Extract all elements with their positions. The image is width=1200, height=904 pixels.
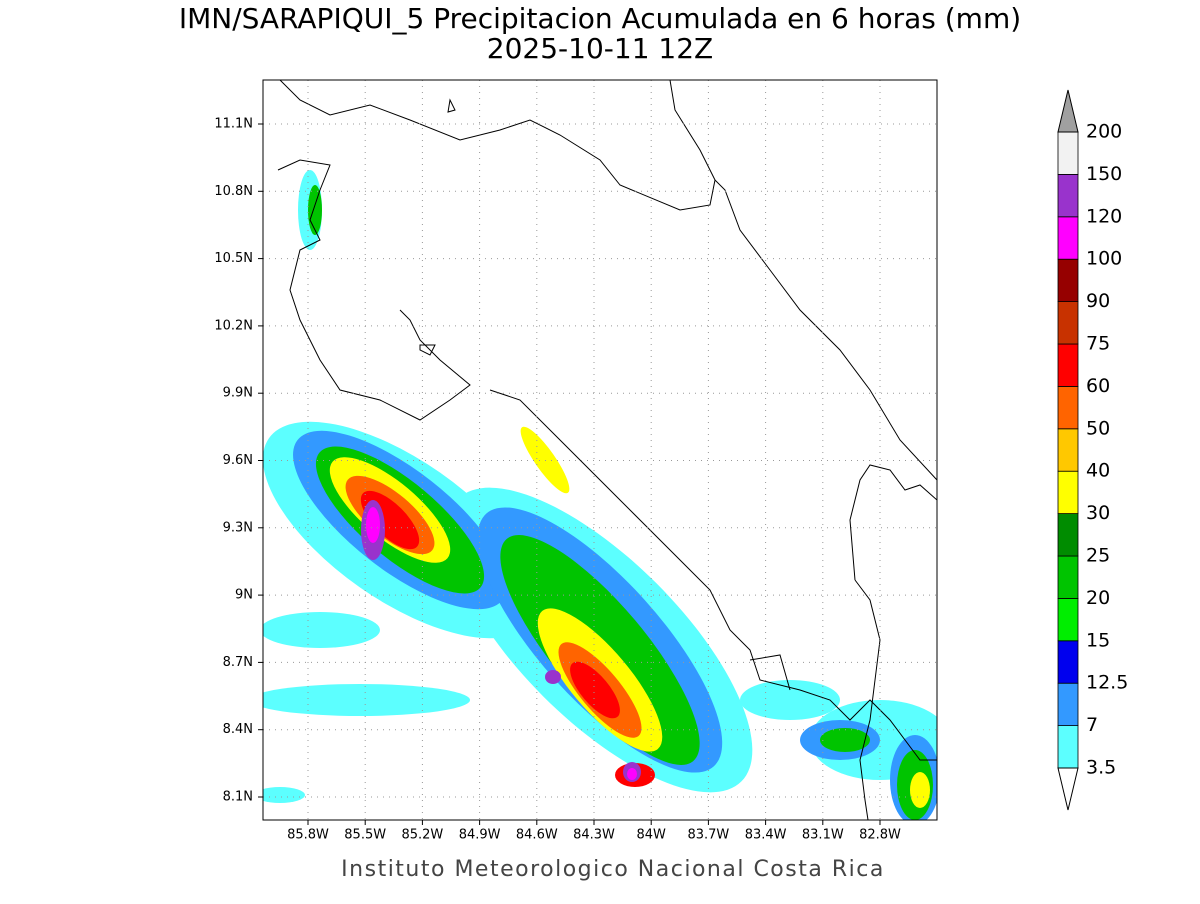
lon-label: 82.8W xyxy=(859,828,901,843)
lat-label: 11.1N xyxy=(214,117,253,132)
colorbar-label: 60 xyxy=(1086,375,1110,397)
lat-label: 9N xyxy=(235,588,253,603)
lat-label: 8.1N xyxy=(223,790,253,805)
subtitle: 2025-10-11 12Z xyxy=(487,32,713,65)
colorbar-label: 20 xyxy=(1086,587,1110,609)
colorbar-box xyxy=(1057,470,1079,515)
colorbar-box xyxy=(1057,725,1079,769)
colorbar-label: 100 xyxy=(1086,248,1122,270)
colorbar-label: 15 xyxy=(1086,629,1110,651)
lat-label: 9.9N xyxy=(223,386,253,401)
colorbar-label: 7 xyxy=(1086,714,1098,736)
lat-label: 10.5N xyxy=(214,251,253,266)
colorbar-box xyxy=(1057,513,1079,557)
lon-label: 84.3W xyxy=(573,828,615,843)
colorbar-box xyxy=(1057,173,1079,218)
lat-label: 9.6N xyxy=(223,453,253,468)
colorbar-below xyxy=(1057,767,1079,811)
colorbar-label: 75 xyxy=(1086,333,1110,355)
colorbar-box xyxy=(1057,555,1079,599)
credit: Instituto Meteorologico Nacional Costa R… xyxy=(341,857,885,882)
lat-label: 10.2N xyxy=(214,318,253,333)
grid xyxy=(263,80,937,820)
colorbar-label: 150 xyxy=(1086,163,1122,185)
colorbar-box xyxy=(1057,428,1079,472)
lon-label: 84.9W xyxy=(459,828,501,843)
lat-label: 8.4N xyxy=(223,722,253,737)
lon-label: 85.2W xyxy=(401,828,443,843)
colorbar-box xyxy=(1057,216,1079,260)
colorbar-label: 25 xyxy=(1086,545,1110,567)
coastline xyxy=(277,80,937,820)
colorbar-label: 3.5 xyxy=(1086,757,1116,779)
lon-label: 83.1W xyxy=(802,828,844,843)
lat-label: 9.3N xyxy=(223,520,253,535)
lon-label: 84.6W xyxy=(516,828,558,843)
lon-label: 83.4W xyxy=(745,828,787,843)
colorbar: 3.5 7 12.5 15 20 25 30 40 50 60 75 90 100 120 150 200 xyxy=(1057,89,1128,811)
lat-label: 10.8N xyxy=(214,184,253,199)
colorbar-label: 40 xyxy=(1086,460,1110,482)
colorbar-box xyxy=(1057,640,1079,684)
lat-label: 8.7N xyxy=(223,655,253,670)
colorbar-box xyxy=(1057,598,1079,642)
colorbar-box xyxy=(1057,385,1079,430)
colorbar-box xyxy=(1057,258,1079,303)
colorbar-box xyxy=(1057,343,1079,387)
colorbar-label: 120 xyxy=(1086,205,1122,227)
colorbar-label: 50 xyxy=(1086,417,1110,439)
colorbar-box xyxy=(1057,682,1079,727)
precipitation-field xyxy=(263,170,937,820)
lon-label: 84W xyxy=(636,828,666,843)
colorbar-box xyxy=(1057,301,1079,345)
colorbar-label: 90 xyxy=(1086,290,1110,312)
lon-label: 83.7W xyxy=(687,828,729,843)
colorbar-label: 30 xyxy=(1086,502,1110,524)
map-area xyxy=(263,80,937,820)
colorbar-label: 200 xyxy=(1086,121,1122,143)
axes: 8.1N 8.4N 8.7N 9N 9.3N 9.6N 9.9N 10.2N 10.5N 10.8… xyxy=(214,117,901,843)
title: IMN/SARAPIQUI_5 Precipitacion Acumulada … xyxy=(179,2,1021,35)
lon-label: 85.8W xyxy=(287,828,329,843)
colorbar-box xyxy=(1057,131,1079,175)
map-frame xyxy=(262,79,938,821)
colorbar-above xyxy=(1057,89,1079,133)
lon-label: 85.5W xyxy=(344,828,386,843)
colorbar-label: 12.5 xyxy=(1086,672,1128,694)
